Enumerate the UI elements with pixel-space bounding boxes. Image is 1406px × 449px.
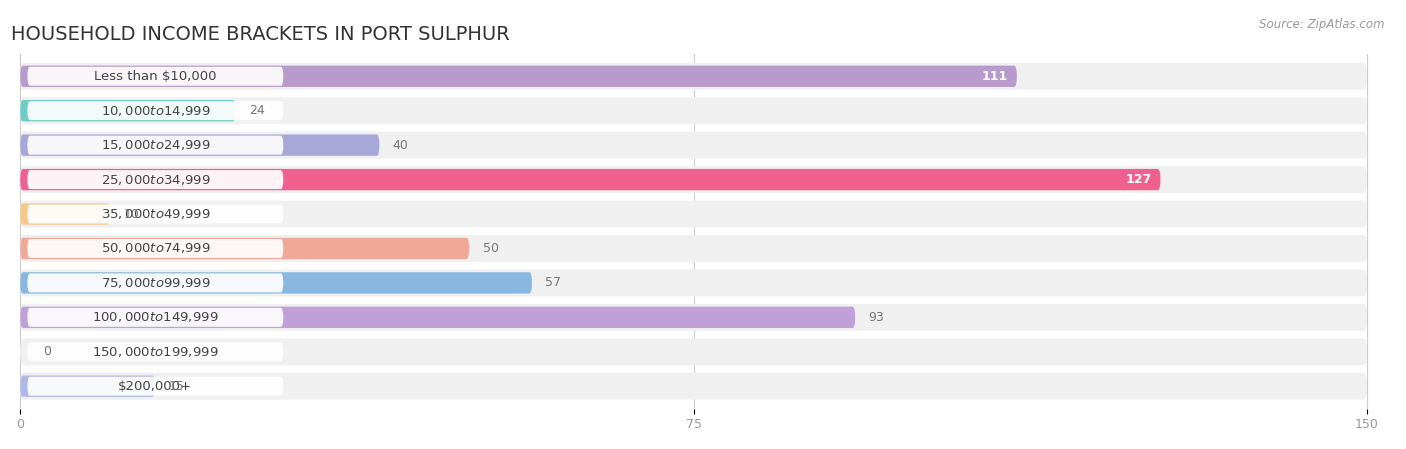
Text: $100,000 to $149,999: $100,000 to $149,999 [91, 310, 218, 324]
FancyBboxPatch shape [20, 132, 1367, 158]
FancyBboxPatch shape [20, 63, 1367, 90]
FancyBboxPatch shape [20, 307, 855, 328]
Text: 127: 127 [1125, 173, 1152, 186]
Text: 10: 10 [124, 207, 139, 220]
FancyBboxPatch shape [27, 170, 283, 189]
FancyBboxPatch shape [20, 201, 1367, 228]
FancyBboxPatch shape [20, 272, 531, 294]
Text: 93: 93 [869, 311, 884, 324]
FancyBboxPatch shape [20, 134, 380, 156]
FancyBboxPatch shape [20, 66, 1017, 87]
FancyBboxPatch shape [20, 269, 1367, 296]
Text: $50,000 to $74,999: $50,000 to $74,999 [100, 242, 209, 255]
FancyBboxPatch shape [20, 235, 1367, 262]
FancyBboxPatch shape [27, 273, 283, 292]
FancyBboxPatch shape [27, 101, 283, 120]
Text: 15: 15 [169, 380, 184, 393]
FancyBboxPatch shape [27, 342, 283, 361]
FancyBboxPatch shape [27, 205, 283, 224]
Text: HOUSEHOLD INCOME BRACKETS IN PORT SULPHUR: HOUSEHOLD INCOME BRACKETS IN PORT SULPHU… [11, 25, 510, 44]
FancyBboxPatch shape [20, 375, 155, 397]
FancyBboxPatch shape [20, 97, 1367, 124]
FancyBboxPatch shape [20, 100, 236, 121]
Text: $75,000 to $99,999: $75,000 to $99,999 [100, 276, 209, 290]
Text: $15,000 to $24,999: $15,000 to $24,999 [100, 138, 209, 152]
Text: 40: 40 [392, 139, 409, 152]
FancyBboxPatch shape [20, 166, 1367, 193]
FancyBboxPatch shape [20, 238, 470, 259]
Text: $35,000 to $49,999: $35,000 to $49,999 [100, 207, 209, 221]
FancyBboxPatch shape [20, 169, 1160, 190]
Text: $10,000 to $14,999: $10,000 to $14,999 [100, 104, 209, 118]
FancyBboxPatch shape [27, 136, 283, 154]
Text: 50: 50 [482, 242, 499, 255]
Text: 111: 111 [981, 70, 1008, 83]
Text: $150,000 to $199,999: $150,000 to $199,999 [91, 345, 218, 359]
FancyBboxPatch shape [27, 67, 283, 86]
Text: Less than $10,000: Less than $10,000 [94, 70, 217, 83]
FancyBboxPatch shape [20, 373, 1367, 400]
Text: 57: 57 [546, 277, 561, 290]
FancyBboxPatch shape [27, 377, 283, 396]
Text: 0: 0 [42, 345, 51, 358]
FancyBboxPatch shape [27, 308, 283, 327]
Text: Source: ZipAtlas.com: Source: ZipAtlas.com [1260, 18, 1385, 31]
FancyBboxPatch shape [20, 339, 1367, 365]
Text: 24: 24 [249, 104, 264, 117]
FancyBboxPatch shape [20, 304, 1367, 331]
FancyBboxPatch shape [20, 203, 110, 224]
Text: $200,000+: $200,000+ [118, 380, 193, 393]
Text: $25,000 to $34,999: $25,000 to $34,999 [100, 172, 209, 187]
FancyBboxPatch shape [27, 239, 283, 258]
